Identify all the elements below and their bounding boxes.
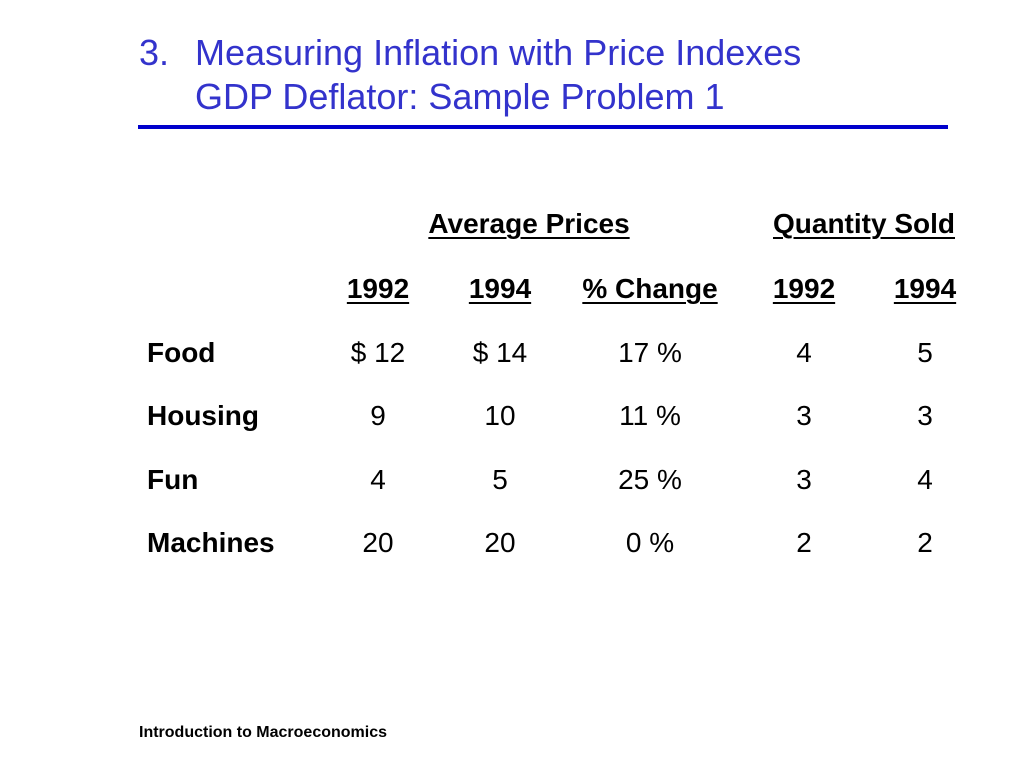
cell-price-1992: 20 [362, 527, 394, 558]
cell-quantity-1994: 5 [917, 337, 933, 368]
cell-price-1992: $ 12 [350, 337, 406, 368]
row-label-food: Food [147, 337, 216, 368]
cell-percent-change: 11 % [619, 400, 681, 431]
column-header-price-1992: 1992 [346, 273, 410, 304]
title-line-2: GDP Deflator: Sample Problem 1 [195, 76, 725, 117]
cell-price-1994: 10 [484, 400, 516, 431]
cell-quantity-1992: 3 [796, 464, 812, 495]
cell-percent-change: 17 % [618, 337, 682, 368]
group-header-quantity-sold: Quantity Sold [773, 208, 955, 239]
cell-quantity-1992: 4 [796, 337, 812, 368]
cell-price-1994: $ 14 [472, 337, 528, 368]
title-divider [138, 125, 948, 129]
cell-price-1994: 5 [492, 464, 508, 495]
column-header-price-1994: 1994 [468, 273, 532, 304]
cell-price-1994: 20 [484, 527, 516, 558]
cell-price-1992: 9 [370, 400, 386, 431]
cell-percent-change: 0 % [625, 527, 675, 558]
column-header-quantity-1992: 1992 [772, 273, 836, 304]
cell-quantity-1992: 2 [796, 527, 812, 558]
cell-quantity-1992: 3 [796, 400, 812, 431]
column-header-percent-change: % Change [582, 273, 718, 304]
slide-footer: Introduction to Macroeconomics [139, 724, 388, 741]
row-label-fun: Fun [147, 464, 199, 495]
title-number: 3. [139, 32, 170, 73]
cell-quantity-1994: 4 [917, 464, 933, 495]
cell-quantity-1994: 2 [917, 527, 933, 558]
cell-quantity-1994: 3 [917, 400, 933, 431]
title-line-1: Measuring Inflation with Price Indexes [195, 32, 802, 73]
group-header-average-prices: Average Prices [428, 208, 630, 239]
row-label-housing: Housing [147, 400, 259, 431]
column-header-quantity-1994: 1994 [893, 273, 957, 304]
cell-percent-change: 25 % [618, 464, 682, 495]
cell-price-1992: 4 [370, 464, 386, 495]
row-label-machines: Machines [147, 527, 275, 558]
